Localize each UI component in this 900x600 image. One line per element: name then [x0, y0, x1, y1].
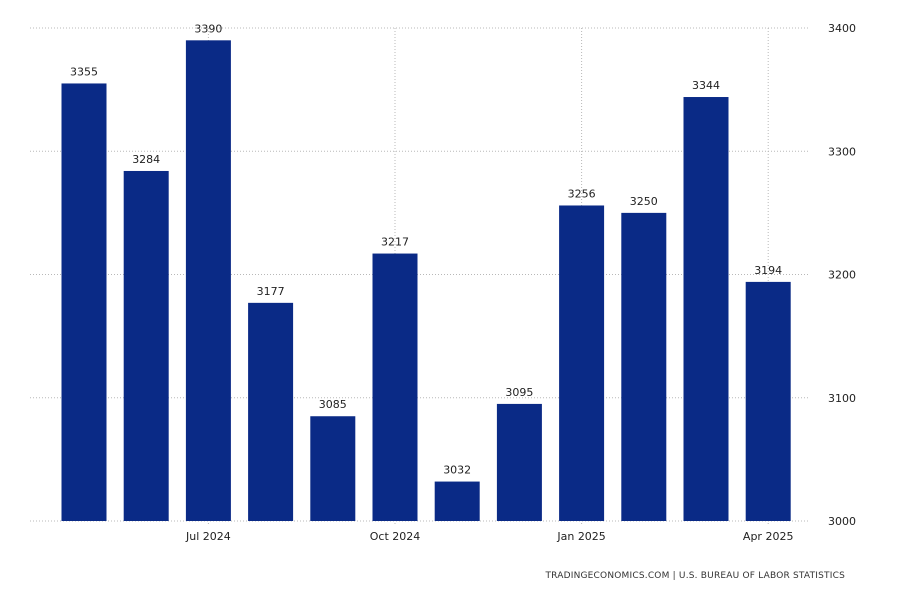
x-axis: Jul 2024 Oct 2024 Jan 2025 Apr 2025 — [185, 530, 793, 543]
bar-value-label: 3250 — [630, 195, 658, 208]
bar — [310, 416, 356, 521]
y-tick-label: 3300 — [828, 145, 856, 158]
bar-value-label: 3177 — [257, 285, 285, 298]
bar-value-label: 3085 — [319, 398, 347, 411]
bar — [248, 302, 294, 521]
y-tick-label: 3000 — [828, 515, 856, 528]
bar — [61, 83, 107, 522]
x-tick-label: Jul 2024 — [185, 530, 231, 543]
y-tick-label: 3200 — [828, 269, 856, 282]
y-tick-label: 3100 — [828, 392, 856, 405]
x-tick-label: Apr 2025 — [743, 530, 794, 543]
y-axis: 3000 3100 3200 3300 3400 — [828, 22, 856, 528]
y-tick-label: 3400 — [828, 22, 856, 35]
x-tick-label: Jan 2025 — [556, 530, 605, 543]
bar — [683, 97, 729, 522]
bar — [185, 40, 231, 521]
bar-value-label: 3284 — [132, 153, 160, 166]
bar-value-label: 3390 — [194, 22, 222, 35]
bar-value-label: 3355 — [70, 65, 98, 78]
bar — [123, 170, 169, 521]
bar-value-label: 3217 — [381, 236, 409, 249]
bar — [496, 403, 542, 521]
bar — [434, 481, 480, 521]
x-tick-label: Oct 2024 — [370, 530, 421, 543]
bar — [372, 253, 418, 522]
bar-value-label: 3095 — [505, 386, 533, 399]
bar — [745, 281, 791, 521]
value-labels: 3355 3284 3390 3177 3085 3217 3032 3095 3256 3250… — [70, 22, 782, 476]
bar-value-label: 3194 — [754, 264, 782, 277]
bar — [621, 212, 667, 521]
bar-value-label: 3032 — [443, 464, 471, 477]
bar — [559, 205, 605, 522]
bar-value-label: 3256 — [568, 187, 596, 200]
bars — [61, 40, 791, 522]
source-credit: TRADINGECONOMICS.COM | U.S. BUREAU OF LA… — [545, 571, 845, 581]
bar-value-label: 3344 — [692, 79, 720, 92]
